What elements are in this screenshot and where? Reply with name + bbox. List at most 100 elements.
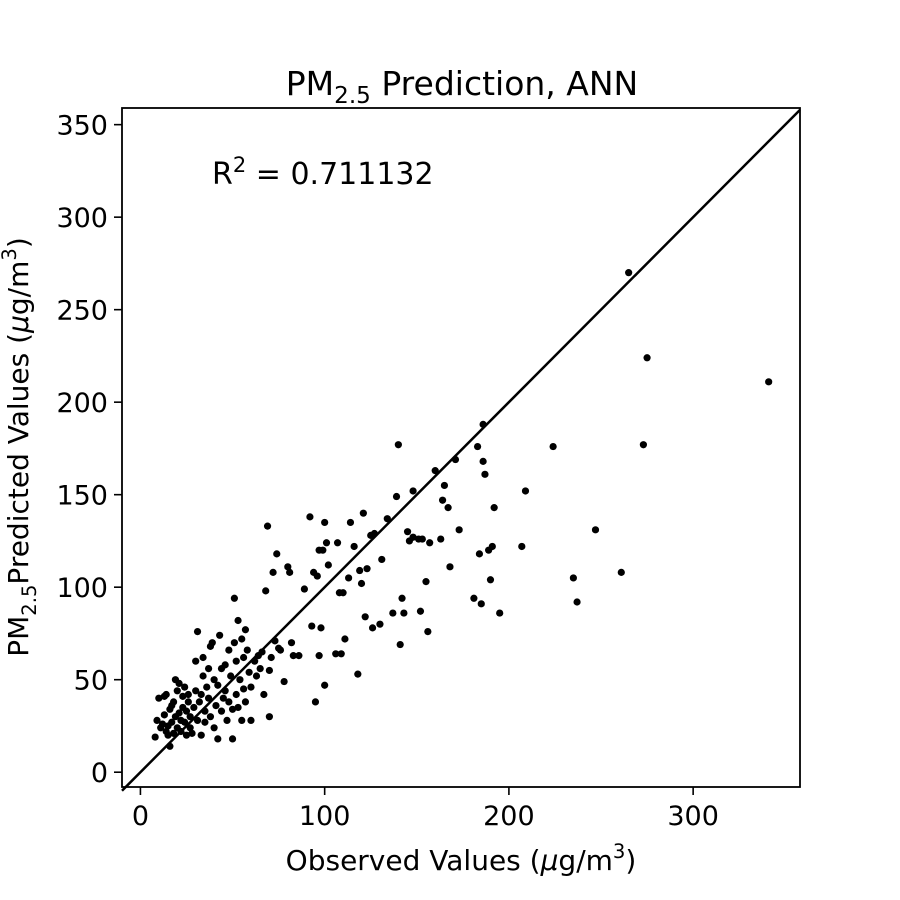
- data-point: [392, 492, 401, 501]
- data-point: [573, 598, 581, 606]
- data-point: [210, 724, 218, 732]
- data-point: [765, 378, 773, 386]
- data-point: [195, 698, 203, 706]
- data-point: [197, 731, 205, 739]
- data-point: [269, 568, 277, 576]
- y-tick-label: 0: [91, 758, 108, 789]
- data-point: [238, 716, 246, 724]
- data-point: [287, 639, 296, 647]
- data-point: [643, 354, 651, 362]
- data-point: [403, 528, 412, 536]
- data-point: [181, 718, 189, 726]
- data-point: [321, 681, 329, 689]
- plot-area: [121, 107, 801, 792]
- data-point: [175, 709, 183, 717]
- data-point: [197, 690, 205, 699]
- data-point: [236, 676, 244, 684]
- data-point: [217, 707, 226, 715]
- data-point: [199, 672, 207, 680]
- data-point: [455, 526, 463, 534]
- data-point: [199, 653, 207, 662]
- data-point: [192, 657, 200, 665]
- data-point: [300, 585, 308, 593]
- data-point: [238, 635, 246, 643]
- data-point: [260, 690, 268, 699]
- data-point: [409, 487, 417, 495]
- data-point: [162, 690, 170, 699]
- data-point: [617, 568, 625, 576]
- x-tick-label: 100: [299, 801, 351, 832]
- data-point: [232, 657, 240, 665]
- data-point: [184, 690, 192, 699]
- data-point: [569, 574, 577, 582]
- data-point: [263, 522, 272, 530]
- data-point: [168, 718, 176, 726]
- data-point: [295, 652, 303, 660]
- plot-frame: [121, 107, 801, 788]
- data-point: [239, 653, 248, 662]
- data-point: [190, 703, 198, 712]
- data-point: [267, 653, 275, 662]
- data-point: [234, 703, 242, 712]
- data-point: [376, 620, 384, 628]
- data-point: [363, 565, 371, 573]
- data-point: [477, 600, 485, 608]
- data-point: [317, 624, 325, 632]
- data-point: [252, 672, 261, 680]
- x-tick-label: 300: [667, 801, 719, 832]
- data-point: [383, 515, 391, 523]
- data-point: [245, 668, 253, 676]
- data-point: [239, 685, 248, 693]
- data-points: [151, 269, 773, 750]
- data-point: [521, 487, 530, 495]
- data-point: [225, 698, 233, 706]
- data-point: [337, 650, 345, 658]
- data-point: [243, 646, 251, 654]
- data-point: [324, 561, 332, 569]
- data-point: [230, 594, 238, 602]
- data-point: [518, 542, 526, 551]
- x-tick-label: 0: [132, 801, 149, 832]
- data-point: [184, 698, 192, 706]
- data-point: [204, 664, 213, 673]
- identity-line: [121, 108, 801, 792]
- data-point: [350, 542, 358, 551]
- data-point: [313, 572, 321, 580]
- data-point: [212, 701, 220, 710]
- data-point: [625, 269, 633, 277]
- data-point: [311, 698, 320, 706]
- data-point: [398, 594, 406, 602]
- x-axis-ticks: 0 100 200 300: [132, 787, 719, 832]
- data-point: [179, 692, 187, 700]
- data-point: [153, 716, 161, 724]
- y-tick-label: 200: [56, 388, 108, 419]
- data-point: [214, 735, 222, 743]
- y-axis-ticks: 0 50 100 150 200 250 300 350: [56, 111, 122, 789]
- data-point: [346, 518, 355, 527]
- data-point: [345, 574, 353, 582]
- y-tick-label: 150: [56, 481, 108, 512]
- data-point: [225, 646, 233, 654]
- data-point: [426, 539, 434, 547]
- data-point: [333, 539, 342, 547]
- data-point: [155, 694, 163, 702]
- data-point: [473, 442, 482, 451]
- data-point: [396, 640, 404, 649]
- data-point: [186, 724, 194, 732]
- data-point: [361, 613, 369, 621]
- y-tick-label: 300: [56, 203, 108, 234]
- data-point: [481, 470, 489, 478]
- data-point: [437, 535, 445, 543]
- data-point: [289, 652, 297, 660]
- data-point: [214, 681, 222, 689]
- y-tick-label: 350: [56, 111, 108, 142]
- data-point: [203, 683, 211, 691]
- data-point: [479, 457, 487, 465]
- data-point: [173, 687, 181, 695]
- data-point: [341, 635, 349, 643]
- data-point: [164, 731, 172, 739]
- data-point: [219, 694, 227, 702]
- data-point: [175, 679, 183, 687]
- data-point: [227, 672, 235, 680]
- data-point: [438, 496, 447, 504]
